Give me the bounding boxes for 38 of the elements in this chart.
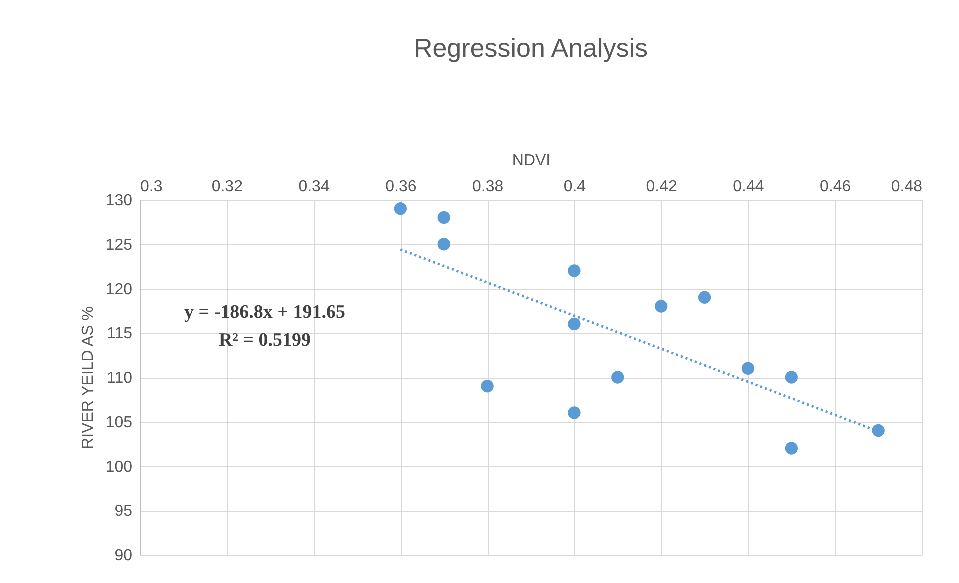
x-tick-label: 0.48 — [891, 178, 923, 196]
y-axis-title: RIVER YEILD AS % — [80, 306, 97, 450]
point — [394, 202, 407, 216]
point — [612, 371, 624, 384]
y-tick-label: 120 — [106, 281, 133, 298]
annotation: y = -186.8x + 191.65 — [184, 302, 346, 323]
y-tick-label: 115 — [106, 326, 133, 343]
point — [568, 406, 581, 420]
point — [742, 362, 755, 375]
y-tick-label: 105 — [106, 414, 133, 432]
x-tick-label: 0.36 — [386, 178, 417, 196]
y-tick-label: 110 — [106, 370, 133, 387]
x-tick-label: 0.4 — [564, 178, 586, 196]
x-tick-label: 0.3 — [140, 178, 163, 196]
x-tick-label: 0.44 — [733, 178, 764, 196]
point — [655, 300, 668, 313]
y-tick-label: 125 — [106, 236, 133, 254]
point — [698, 291, 712, 304]
y-tick-label: 95 — [114, 503, 133, 520]
point — [785, 442, 798, 455]
point — [785, 371, 798, 384]
point — [568, 264, 581, 278]
annotation: R² = 0.5199 — [219, 330, 311, 351]
x-axis-title: NDVI — [512, 152, 551, 170]
x-tick-label: 0.32 — [212, 178, 244, 196]
y-tick-label: 90 — [114, 548, 133, 564]
point — [872, 424, 885, 438]
chart-title: Regression Analysis — [414, 33, 648, 63]
y-tick-label: 130 — [106, 192, 133, 210]
x-tick-label: 0.46 — [820, 178, 852, 196]
point — [568, 318, 581, 331]
point — [438, 211, 450, 224]
x-tick-label: 0.42 — [646, 178, 678, 196]
point — [481, 380, 494, 393]
point — [438, 238, 450, 251]
x-tick-label: 0.38 — [472, 178, 504, 196]
y-tick-label: 100 — [106, 458, 133, 476]
x-tick-label: 0.34 — [298, 178, 330, 196]
